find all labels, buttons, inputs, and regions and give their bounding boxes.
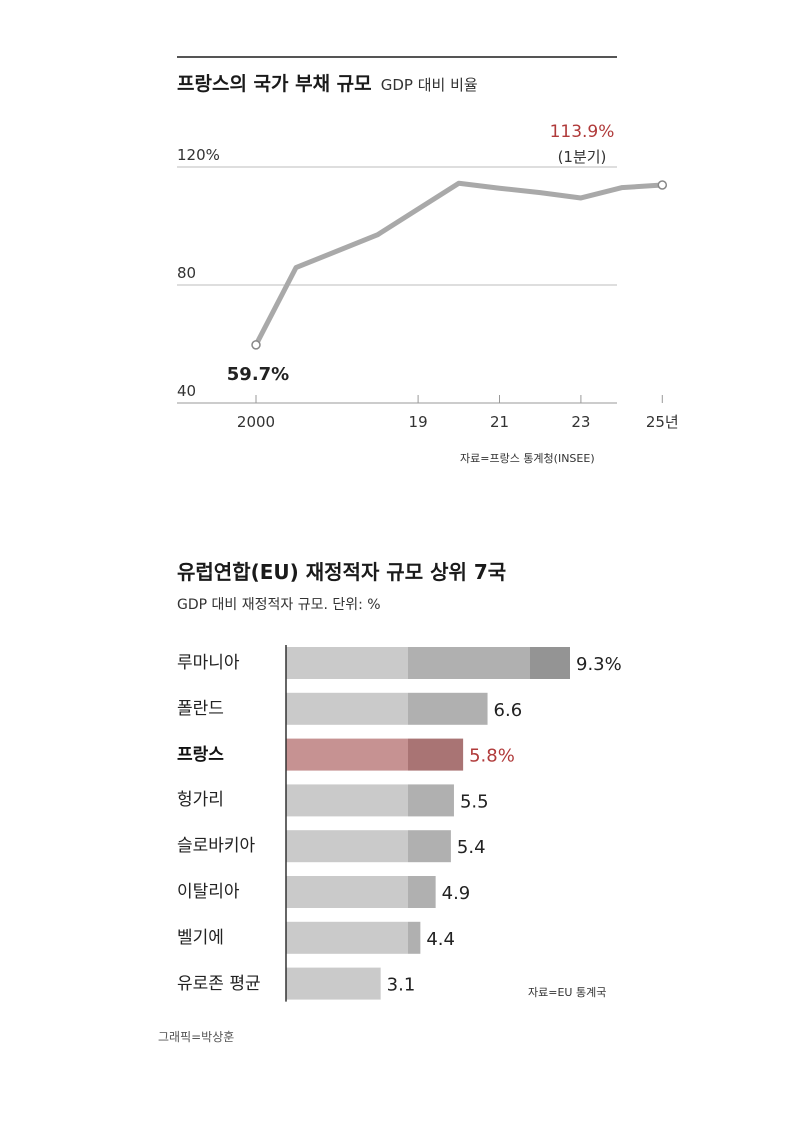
bar-value-label: 5.4 xyxy=(457,837,486,858)
bar-category-label: 프랑스 xyxy=(177,744,224,765)
chart2-title: 유럽연합(EU) 재정적자 규모 상위 7국 xyxy=(177,560,507,584)
x-tick-label: 25년 xyxy=(646,413,679,431)
y-tick-label: 80 xyxy=(177,264,196,282)
bar-value-label: 5.8% xyxy=(469,746,515,767)
bar-value-label: 3.1 xyxy=(387,975,416,996)
bar-category-label: 헝가리 xyxy=(177,790,224,811)
chart1-subtitle: GDP 대비 비율 xyxy=(380,76,478,94)
bar-segment xyxy=(408,738,464,771)
bar-category-label: 루마니아 xyxy=(177,653,240,673)
bar-segment xyxy=(286,738,408,771)
bar-value-label: 4.9 xyxy=(442,883,471,904)
top-rule xyxy=(177,56,617,58)
chart1-title-main: 프랑스의 국가 부채 규모 xyxy=(177,73,372,95)
y-tick-label: 120% xyxy=(177,146,220,164)
bar-segment xyxy=(408,876,436,908)
bar-segment xyxy=(408,921,421,954)
bar-segment xyxy=(286,692,408,725)
bar-category-label: 벨기에 xyxy=(177,927,224,948)
data-point xyxy=(251,340,261,350)
x-tick-label: 21 xyxy=(490,413,509,431)
bar-category-label: 유로존 평균 xyxy=(177,973,261,994)
y-tick-label: 40 xyxy=(177,382,196,400)
bar-value-label: 6.6 xyxy=(494,700,523,721)
bar-category-label: 슬로바키아 xyxy=(177,836,256,857)
data-point xyxy=(657,180,668,190)
chart1-source: 자료=프랑스 통계청(INSEE) xyxy=(460,452,595,465)
bar-category-label: 이탈리아 xyxy=(177,882,240,902)
bar-segment xyxy=(286,921,408,954)
bar-segment xyxy=(408,647,530,679)
x-tick-label: 2000 xyxy=(237,413,275,431)
bar-value-label: 5.5 xyxy=(460,791,489,812)
x-tick-label: 23 xyxy=(571,413,590,431)
chart1-title: 프랑스의 국가 부채 규모 GDP 대비 비율 xyxy=(177,69,478,96)
bar-segment xyxy=(286,830,408,863)
bar-segment xyxy=(286,967,381,1000)
end-value-label: 113.9% xyxy=(550,122,615,142)
bar-value-label: 4.4 xyxy=(426,929,455,950)
start-value-label: 59.7% xyxy=(227,364,289,385)
graphic-credit: 그래픽=박상훈 xyxy=(158,1030,235,1044)
chart2-source: 자료=EU 통계국 xyxy=(528,986,607,999)
bar-segment xyxy=(408,784,454,817)
bar-segment xyxy=(286,647,408,679)
bar-segment xyxy=(408,692,488,725)
bar-segment xyxy=(530,647,570,679)
debt-line-chart: 120% 80 40 2000 19 21 23 25년 59.7% 113.9% (1분기) xyxy=(177,122,679,431)
bar-segment xyxy=(286,784,408,817)
bar-segment xyxy=(408,830,451,863)
bar-value-label: 9.3% xyxy=(576,654,622,675)
x-tick-label: 19 xyxy=(409,413,428,431)
end-note-label: (1분기) xyxy=(558,148,607,166)
bar-segment xyxy=(286,876,408,908)
bar-category-label: 폴란드 xyxy=(177,698,224,719)
chart2-subtitle: GDP 대비 재정적자 규모. 단위: % xyxy=(177,597,381,613)
